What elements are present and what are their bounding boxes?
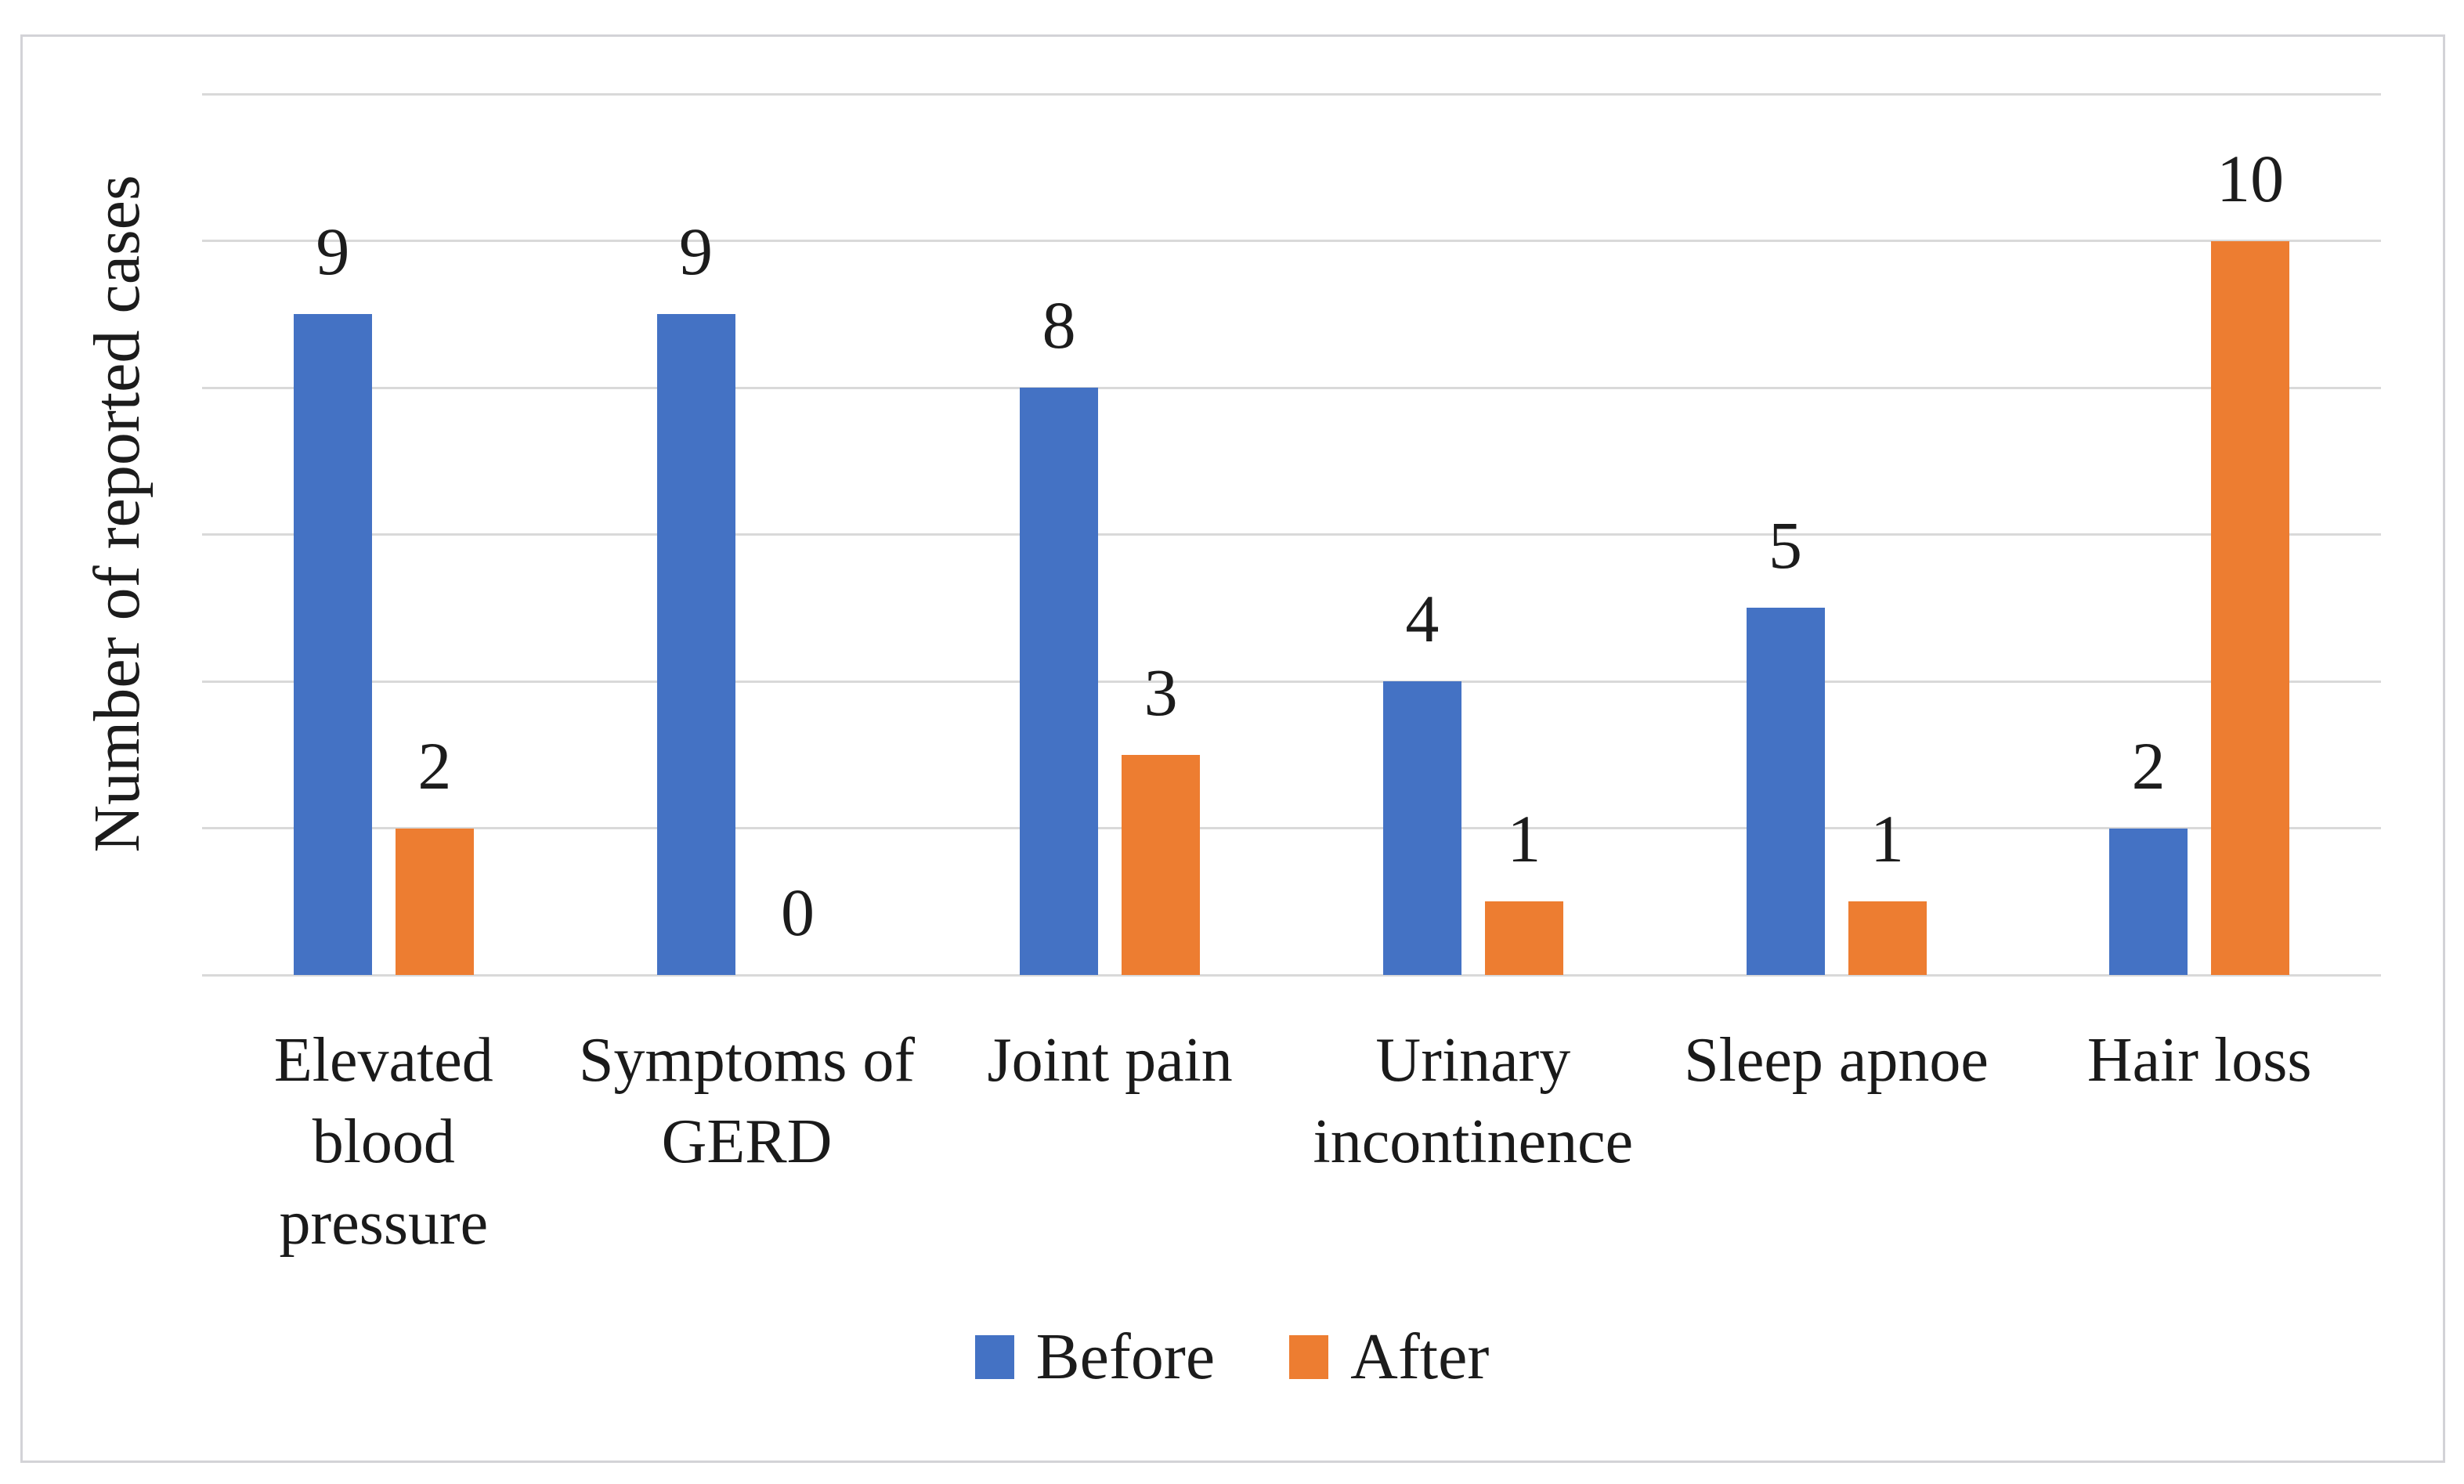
value-label-after-3: 3 (1143, 654, 1178, 730)
value-label-after-2: 0 (781, 875, 815, 950)
gridline (202, 680, 2381, 683)
bar-after-5 (1848, 901, 1927, 975)
bar-before-4 (1382, 681, 1461, 975)
bar-after-1 (395, 828, 474, 975)
category-label-4: incontinence (1313, 1107, 1634, 1176)
value-label-before-1: 9 (316, 214, 350, 290)
legend-label-before: Before (1035, 1320, 1216, 1393)
value-label-after-4: 1 (1507, 801, 1541, 877)
gridline (202, 92, 2381, 96)
legend: Before After (0, 1312, 2464, 1402)
category-label-6: Hair loss (2086, 1026, 2312, 1095)
value-label-before-4: 4 (1405, 581, 1440, 656)
bar-before-1 (293, 314, 372, 975)
value-label-before-6: 2 (2131, 728, 2166, 803)
value-label-before-5: 5 (1769, 507, 1802, 583)
category-label-2: Symptoms of (579, 1026, 915, 1095)
x-axis-line (202, 973, 2381, 977)
gridline (202, 240, 2381, 242)
legend-swatch-after (1289, 1334, 1329, 1379)
bar-before-5 (1746, 608, 1825, 975)
category-label-4: Urinary (1375, 1026, 1571, 1095)
value-label-after-1: 2 (417, 728, 452, 803)
legend-label-after: After (1350, 1320, 1490, 1393)
category-label-1: Elevated (273, 1026, 493, 1095)
gridline (202, 827, 2381, 829)
value-label-after-6: 10 (2217, 140, 2285, 216)
category-label-1: blood (312, 1107, 455, 1176)
figure-frame (20, 34, 2445, 1463)
bar-after-4 (1484, 901, 1563, 975)
legend-item-after: After (1289, 1318, 1489, 1396)
bar-after-6 (2211, 240, 2290, 975)
category-label-3: Joint pain (987, 1026, 1233, 1095)
value-label-after-5: 1 (1870, 801, 1904, 877)
bar-before-2 (656, 314, 735, 975)
bar-before-6 (2109, 828, 2188, 975)
gridline (202, 386, 2381, 389)
legend-item-before: Before (974, 1318, 1216, 1396)
category-label-1: pressure (279, 1189, 489, 1258)
category-label-5: Sleep apnoe (1684, 1026, 1989, 1095)
bar-after-3 (1122, 754, 1201, 975)
gridline (202, 533, 2381, 536)
value-label-before-2: 9 (679, 214, 713, 290)
category-label-2: GERD (661, 1107, 833, 1176)
legend-swatch-before (974, 1334, 1014, 1379)
bar-before-3 (1020, 388, 1099, 975)
value-label-before-3: 8 (1042, 287, 1076, 363)
y-axis-title: Number of reported cases (81, 175, 154, 853)
